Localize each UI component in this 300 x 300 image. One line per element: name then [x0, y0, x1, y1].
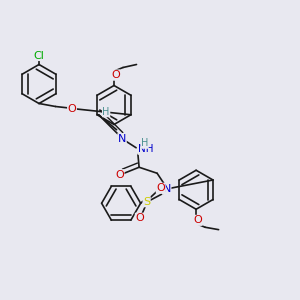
Text: H: H — [102, 107, 110, 117]
Text: O: O — [135, 213, 144, 223]
Text: N: N — [118, 134, 126, 144]
Text: S: S — [143, 197, 150, 207]
Text: NH: NH — [138, 144, 153, 154]
Text: O: O — [156, 183, 165, 193]
Text: H: H — [141, 138, 148, 148]
Text: O: O — [111, 70, 120, 80]
Text: O: O — [68, 104, 76, 115]
Text: O: O — [193, 215, 202, 225]
Text: O: O — [115, 170, 124, 180]
Text: N: N — [163, 184, 171, 194]
Text: Cl: Cl — [34, 50, 44, 61]
